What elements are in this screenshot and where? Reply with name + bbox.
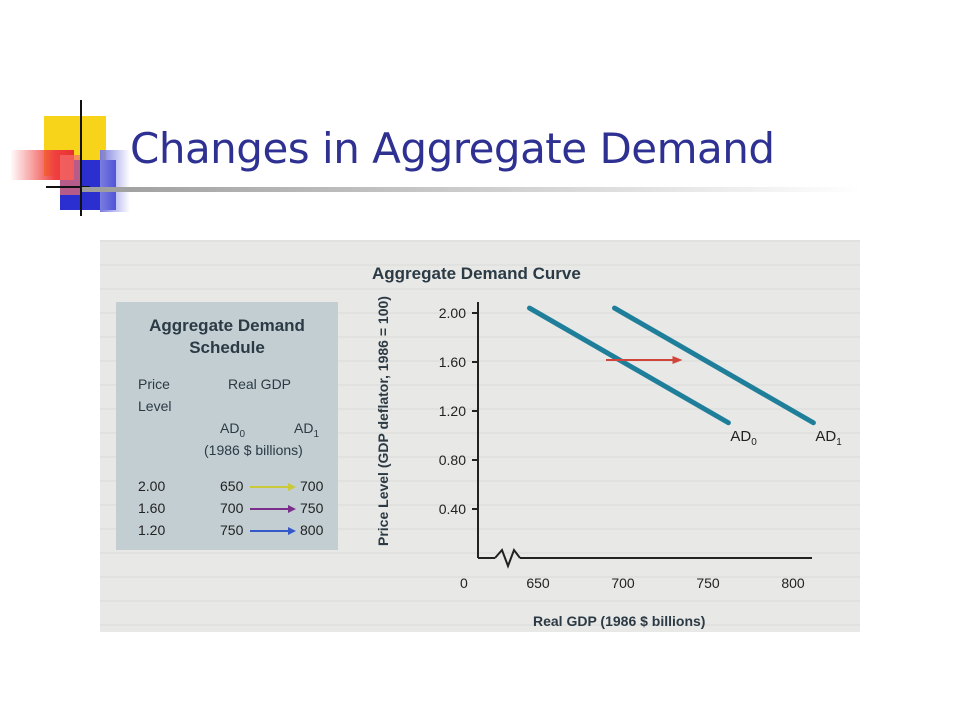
y-axis-label: Price Level (GDP deflator, 1986 = 100): [375, 296, 391, 546]
chart-title: Aggregate Demand Curve: [372, 264, 581, 283]
row2-ad0: 700: [220, 500, 244, 516]
y-tick-label: 0.40: [439, 501, 466, 517]
ad1-label: AD1: [815, 428, 842, 448]
y-tick-label: 0.80: [439, 452, 466, 468]
title-logo: [0, 0, 140, 220]
ad1-header: AD1: [294, 420, 320, 440]
y-tick-label: 2.00: [439, 305, 466, 321]
x-axis-label: Real GDP (1986 $ billions): [533, 613, 705, 629]
y-tick-label: 1.60: [439, 354, 466, 370]
ad0-header: AD0: [220, 420, 246, 440]
row3-arrowhead: [288, 527, 296, 535]
price-header-line2: Level: [138, 398, 172, 414]
ad0-label: AD0: [730, 428, 757, 448]
chart-plot-area: 0.40 0.80 1.20 1.60 2.00 0 650 700 750 800 AD0 AD1: [439, 302, 842, 591]
row1-ad0: 650: [220, 478, 244, 494]
ad1-label-subscript: 1: [836, 437, 842, 448]
demand-schedule-table: Aggregate Demand Schedule Price Level Re…: [116, 302, 338, 550]
row2-ad1: 750: [300, 500, 324, 516]
logo-red-glow: [60, 155, 80, 195]
row3-ad0: 750: [220, 522, 244, 538]
x-tick-label: 700: [611, 575, 635, 591]
logo-vertical-line: [80, 100, 82, 216]
row1-price: 2.00: [138, 478, 166, 494]
y-tick-label: 1.20: [439, 403, 466, 419]
ad0-label-subscript: 0: [751, 437, 757, 448]
slide-title: Changes in Aggregate Demand: [130, 124, 775, 173]
x-tick-label: 750: [696, 575, 720, 591]
row3-ad1: 800: [300, 522, 324, 538]
ad0-curve: [527, 305, 731, 426]
x-tick-label: 800: [781, 575, 805, 591]
x-tick-label: 650: [526, 575, 550, 591]
schedule-title-line2: Schedule: [189, 338, 265, 357]
row2-price: 1.60: [138, 500, 166, 516]
aggregate-demand-chart: Aggregate Demand Curve Price Level (GDP …: [372, 264, 842, 629]
logo-blue-glow: [100, 150, 130, 212]
schedule-title-line1: Aggregate Demand: [149, 316, 305, 335]
shift-arrowhead: [672, 356, 683, 364]
textbook-figure: Aggregate Demand Schedule Price Level Re…: [100, 240, 860, 632]
row1-arrowhead: [288, 483, 296, 491]
row1-ad1: 700: [300, 478, 324, 494]
row2-shift-arrow: [250, 508, 290, 510]
gdp-header: Real GDP: [228, 376, 292, 392]
row3-price: 1.20: [138, 522, 166, 538]
x-tick-label: 0: [460, 575, 468, 591]
schedule-units: (1986 $ billions): [204, 442, 303, 458]
price-header-line1: Price: [138, 376, 170, 392]
row3-shift-arrow: [250, 530, 290, 532]
ad1-curve: [612, 305, 816, 426]
row2-arrowhead: [288, 505, 296, 513]
x-axis-break: [494, 547, 521, 569]
row1-shift-arrow: [250, 486, 290, 488]
logo-horizontal-line: [46, 186, 90, 188]
title-underline: [82, 187, 862, 192]
